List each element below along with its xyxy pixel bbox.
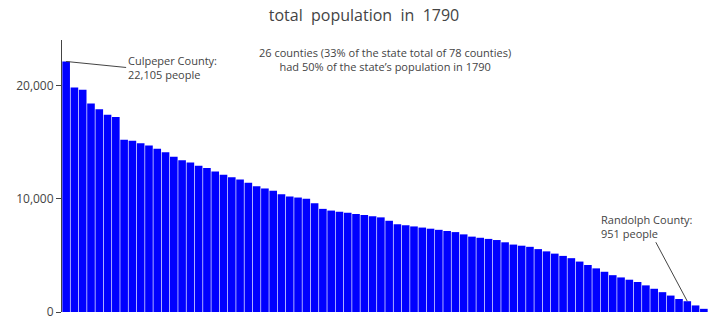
svg-text:Culpeper County:22,105 people: Culpeper County:22,105 people (128, 53, 217, 82)
svg-text:total population in 1790: total population in 1790 (269, 4, 459, 26)
svg-text:10,000: 10,000 (16, 190, 54, 207)
svg-text:20,000: 20,000 (16, 77, 54, 94)
svg-text:26 counties (33% of the state: 26 counties (33% of the state total of 7… (259, 45, 511, 74)
svg-text:Randolph County:951 people: Randolph County:951 people (601, 212, 693, 241)
svg-text:0: 0 (47, 303, 54, 320)
